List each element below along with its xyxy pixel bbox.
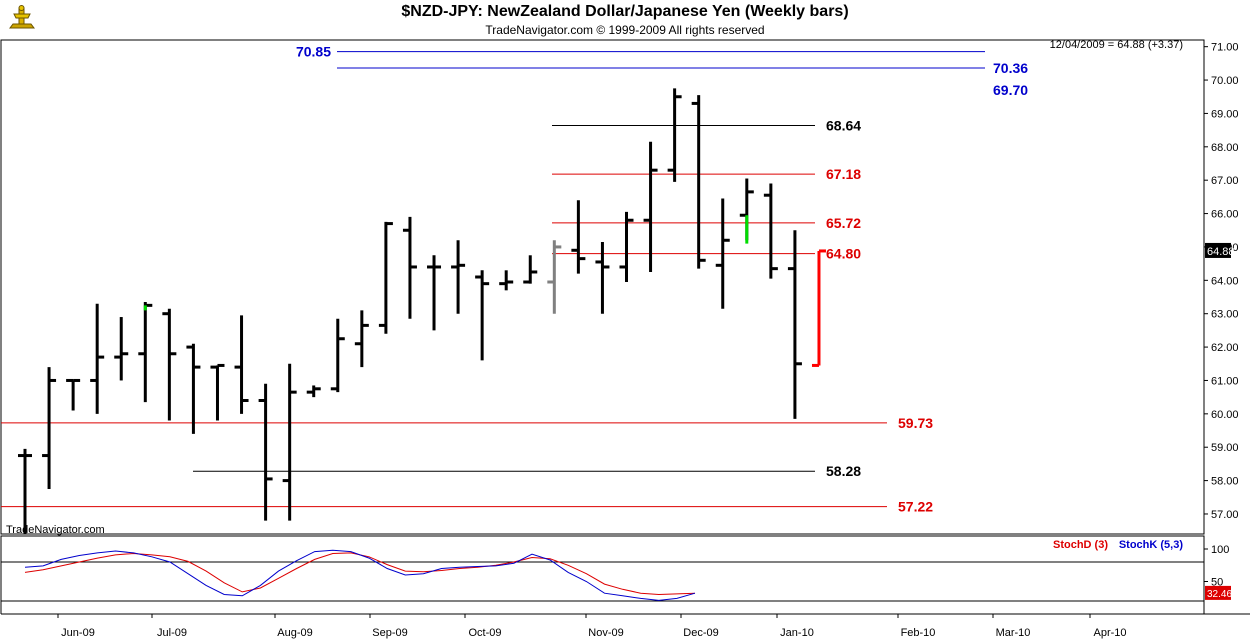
chart-title: $NZD-JPY: NewZealand Dollar/Japanese Yen…: [401, 3, 849, 20]
stoch-last-tag-label: 32.46: [1207, 589, 1232, 600]
ohlc-bar: [787, 230, 802, 419]
price-y-tick-label: 63.00: [1211, 309, 1239, 321]
stoch-last-tag: [1205, 585, 1231, 600]
ohlc-bar: [66, 378, 81, 411]
ohlc-bar: [90, 303, 105, 414]
ohlc-bar: [210, 363, 225, 421]
ohlc-bar: [306, 385, 321, 398]
price-level-label: 57.22: [898, 499, 933, 515]
x-tick-label: Dec-09: [683, 627, 718, 639]
chart-header: $NZD-JPY: NewZealand Dollar/Japanese Yen…: [0, 0, 1250, 42]
price-level-label: 69.70: [993, 82, 1028, 98]
x-tick-label: Nov-09: [588, 627, 623, 639]
ohlc-bar: [378, 221, 393, 334]
ohlc-bar: [427, 255, 442, 331]
x-tick-label: Mar-10: [996, 627, 1031, 639]
price-y-tick-label: 62.00: [1211, 342, 1239, 354]
ohlc-bar: [114, 317, 129, 381]
price-y-tick-label: 58.00: [1211, 476, 1239, 488]
x-tick-label: Jan-10: [780, 627, 814, 639]
stoch-y-tick-label: 50: [1211, 577, 1223, 589]
price-y-tick-label: 66.00: [1211, 209, 1239, 221]
ohlc-bar: [547, 240, 562, 314]
stochk-legend: StochK (5,3): [1119, 539, 1184, 551]
x-tick-label: Aug-09: [277, 627, 312, 639]
price-level-label: 58.28: [826, 463, 861, 479]
last-price-tag-label: 64.88: [1207, 246, 1235, 258]
stochastic-panel: [0, 535, 1205, 615]
chart-subtitle: TradeNavigator.com © 1999-2009 All right…: [485, 23, 765, 37]
price-level-label: 65.72: [826, 215, 861, 231]
x-tick-label: Jun-09: [61, 627, 95, 639]
time-axis-panel: [0, 614, 1250, 643]
ohlc-bar: [523, 255, 538, 284]
price-y-tick-label: 64.00: [1211, 275, 1239, 287]
last-price-tag: [1205, 242, 1231, 258]
ohlc-bar: [811, 249, 826, 367]
ohlc-bar: [763, 183, 778, 279]
price-y-tick-label: 60.00: [1211, 409, 1239, 421]
price-y-tick-label: 71.00: [1211, 42, 1239, 54]
price-level-label: 67.18: [826, 166, 861, 182]
quote-readout: 12/04/2009 = 64.88 (+3.37): [1050, 39, 1183, 51]
ohlc-bar: [354, 310, 369, 368]
ohlc-bar: [18, 448, 32, 534]
x-tick-label: Apr-10: [1093, 627, 1126, 639]
x-tick-label: Jul-09: [157, 627, 187, 639]
price-level-label: 70.36: [993, 60, 1028, 76]
ohlc-bar: [402, 216, 417, 319]
trade-navigator-logo-icon: [9, 5, 35, 29]
price-level-label: 70.85: [296, 44, 331, 60]
ohlc-bar: [715, 198, 730, 309]
ohlc-bar: [595, 241, 610, 314]
price-level-label: 59.73: [898, 415, 933, 431]
stoch-line: [24, 549, 696, 601]
ohlc-bar: [643, 141, 658, 272]
stoch-y-tick-label: 100: [1211, 544, 1229, 556]
ohlc-bar: [282, 363, 297, 521]
ohlc-bar: [162, 308, 177, 421]
ohlc-bar: [667, 88, 682, 182]
ohlc-bar: [619, 211, 634, 282]
price-y-tick-label: 57.00: [1211, 509, 1239, 521]
ohlc-bar: [42, 367, 57, 489]
ohlc-bar: [186, 343, 201, 434]
price-y-tick-label: 69.00: [1211, 108, 1239, 120]
price-y-tick-label: 67.00: [1211, 175, 1239, 187]
ohlc-bar: [571, 200, 586, 274]
ohlc-bar: [258, 383, 273, 521]
x-tick-label: Feb-10: [901, 627, 936, 639]
price-level-label: 68.64: [826, 117, 861, 133]
price-level-label: 64.80: [826, 246, 861, 262]
price-y-tick-label: 68.00: [1211, 142, 1239, 154]
watermark: TradeNavigator.com: [6, 524, 105, 536]
x-tick-label: Oct-09: [468, 627, 501, 639]
stochd-legend: StochD (3): [1053, 539, 1108, 551]
ohlc-bar: [475, 270, 490, 361]
price-y-tick-label: 61.00: [1211, 375, 1239, 387]
ohlc-bar: [330, 318, 345, 393]
price-y-tick-label: 70.00: [1211, 75, 1239, 87]
ohlc-bar: [691, 95, 706, 269]
ohlc-bar: [451, 240, 466, 314]
ohlc-bar: [234, 315, 249, 414]
price-y-tick-label: 59.00: [1211, 442, 1239, 454]
x-tick-label: Sep-09: [372, 627, 407, 639]
ohlc-bar: [499, 270, 514, 291]
